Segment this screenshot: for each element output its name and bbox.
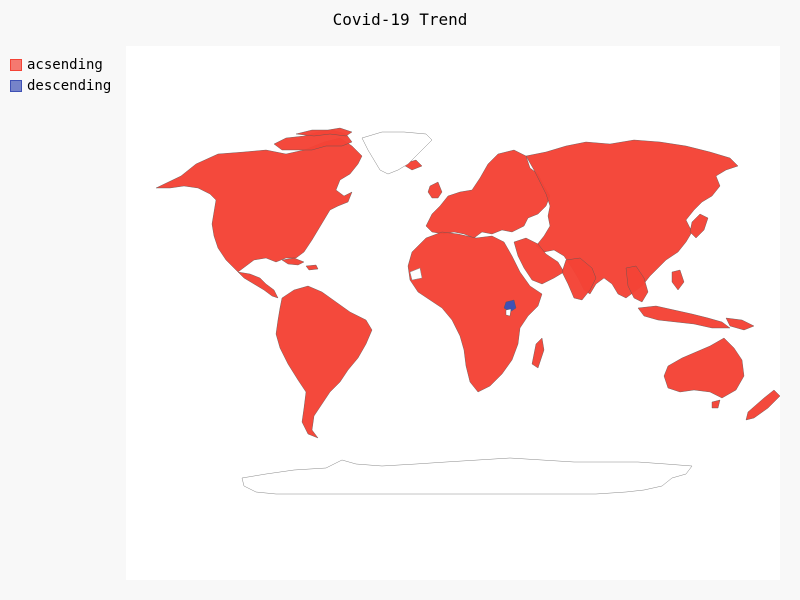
- region-caribbean[interactable]: [281, 257, 305, 266]
- chart-title: Covid-19 Trend: [332, 10, 468, 29]
- region-iceland[interactable]: [401, 159, 423, 171]
- region-hispaniola[interactable]: [305, 264, 319, 271]
- region-papua[interactable]: [725, 317, 755, 331]
- region-madagascar[interactable]: [531, 337, 545, 369]
- region-south-america[interactable]: [275, 285, 373, 439]
- region-arctic-islands-north[interactable]: [295, 127, 353, 137]
- legend-swatch-descending: [10, 79, 22, 92]
- legend-label-descending: descending: [27, 77, 112, 94]
- region-africa[interactable]: [407, 231, 543, 393]
- region-uganda[interactable]: [503, 299, 517, 313]
- region-japan[interactable]: [689, 213, 709, 239]
- map-plot-area: [126, 46, 780, 580]
- legend: acsending descending: [10, 54, 111, 96]
- region-new-zealand[interactable]: [745, 389, 780, 421]
- region-indonesia[interactable]: [637, 305, 731, 329]
- region-antarctica[interactable]: [241, 457, 693, 495]
- region-north-america[interactable]: [155, 137, 363, 273]
- world-map: [155, 127, 780, 495]
- region-british-isles[interactable]: [427, 181, 443, 199]
- legend-item-acsending[interactable]: acsending: [10, 54, 111, 75]
- region-india[interactable]: [561, 257, 597, 301]
- region-arctic-islands[interactable]: [273, 129, 353, 151]
- legend-swatch-acsending: [10, 58, 22, 71]
- region-central-america[interactable]: [237, 271, 279, 299]
- legend-item-descending[interactable]: descending: [10, 75, 111, 96]
- region-arabia[interactable]: [513, 237, 565, 285]
- region-philippines[interactable]: [671, 269, 685, 291]
- region-lake-victoria: [505, 308, 512, 317]
- legend-label-acsending: acsending: [27, 56, 103, 73]
- region-greenland[interactable]: [361, 131, 433, 175]
- region-australia[interactable]: [663, 337, 745, 399]
- region-southeast-asia[interactable]: [625, 265, 649, 303]
- region-tasmania[interactable]: [711, 399, 721, 409]
- region-western-sahara[interactable]: [409, 267, 423, 281]
